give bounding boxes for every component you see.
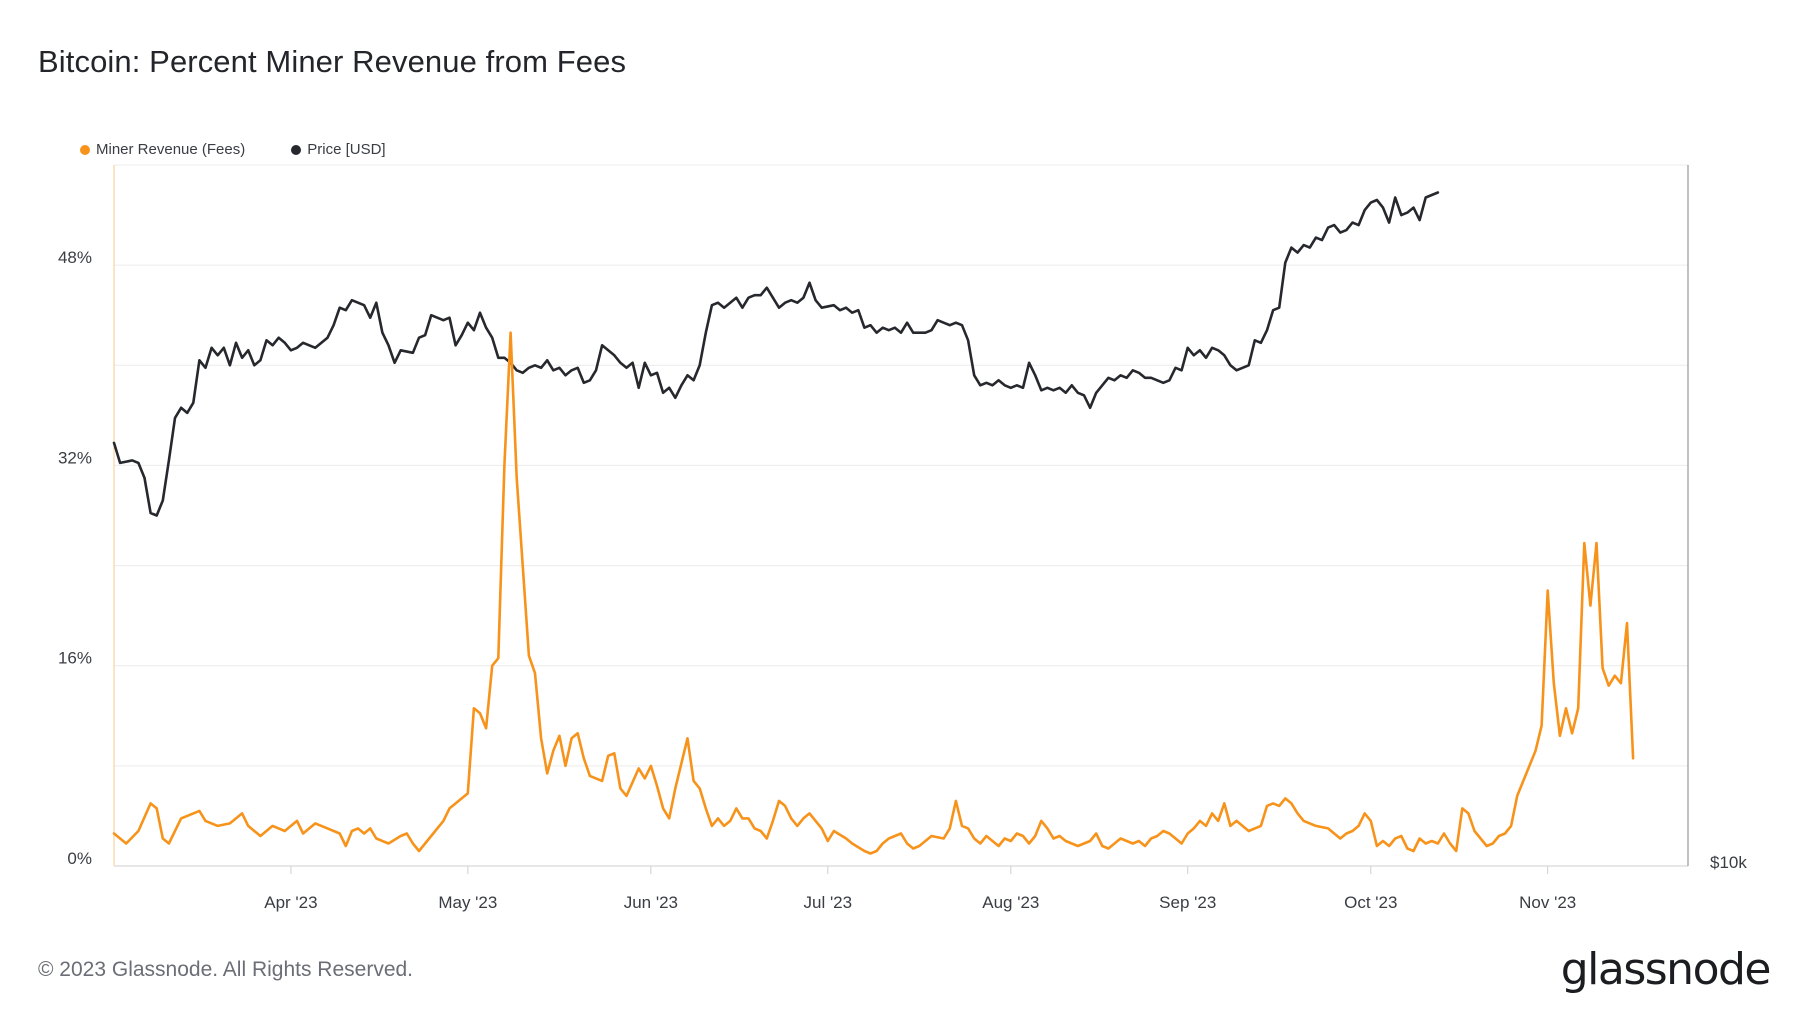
- y-tick-label-48: 48%: [58, 248, 92, 267]
- series-line-fees: [112, 331, 1635, 855]
- x-tick-label-6: Oct '23: [1344, 893, 1397, 912]
- glassnode-logo: glassnode: [1560, 944, 1772, 995]
- y-tick-label-16: 16%: [58, 649, 92, 668]
- tick-labels: 0% 16% 32% 48% $10k Apr '23 May '23 Jun '23 Jul …: [58, 248, 1747, 912]
- chart-legend: Miner Revenue (Fees) Price [USD]: [80, 141, 386, 158]
- copyright-text: © 2023 Glassnode. All Rights Reserved.: [38, 958, 414, 981]
- gridlines: [114, 164, 1688, 767]
- x-tick-label-0: Apr '23: [264, 893, 317, 912]
- legend-label-price: Price [USD]: [307, 141, 386, 158]
- y-tick-label-0: 0%: [67, 849, 92, 868]
- x-tick-label-5: Sep '23: [1159, 893, 1216, 912]
- y-tick-label-32: 32%: [58, 448, 92, 467]
- legend-item-fees[interactable]: Miner Revenue (Fees): [80, 141, 245, 158]
- legend-dot-price: [291, 144, 302, 155]
- x-tick-label-2: Jun '23: [624, 893, 678, 912]
- y-right-tick-label: $10k: [1710, 853, 1747, 872]
- axes: [113, 164, 1689, 874]
- legend-dot-fees: [80, 144, 90, 155]
- series-lines: [112, 191, 1635, 855]
- legend-label-fees: Miner Revenue (Fees): [96, 141, 246, 158]
- x-tick-label-1: May '23: [438, 893, 497, 912]
- x-tick-label-3: Jul '23: [803, 893, 852, 912]
- legend-item-price[interactable]: Price [USD]: [291, 141, 386, 158]
- x-tick-label-4: Aug '23: [982, 893, 1039, 912]
- series-line-price: [112, 191, 1440, 517]
- x-tick-label-7: Nov '23: [1519, 893, 1576, 912]
- chart-title: Bitcoin: Percent Miner Revenue from Fees: [38, 44, 627, 79]
